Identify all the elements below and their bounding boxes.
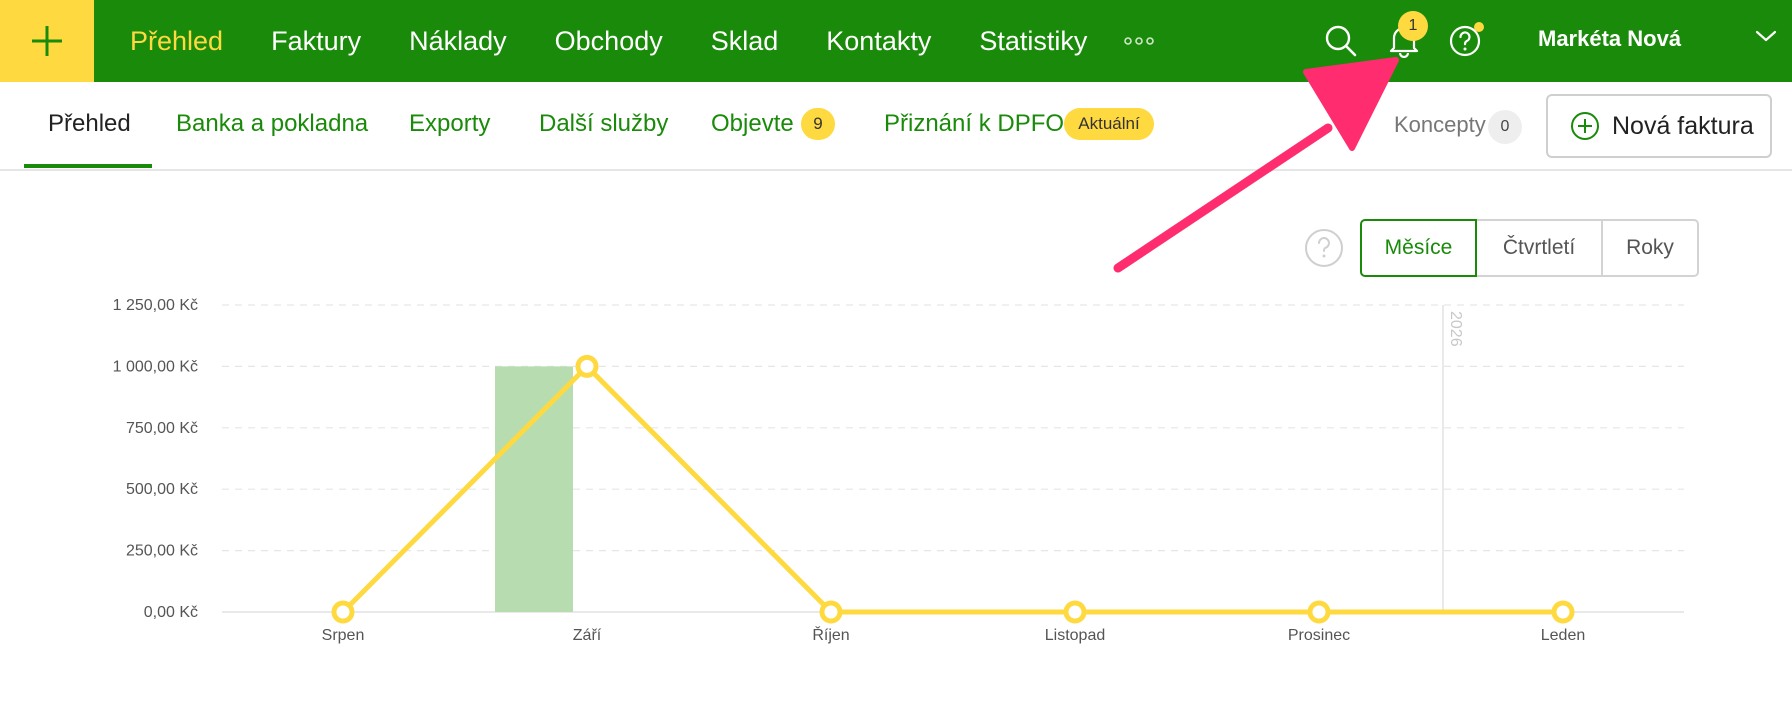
quick-add-button[interactable] bbox=[0, 0, 94, 82]
top-navigation-bar: Přehled Faktury Náklady Obchody Sklad Ko… bbox=[0, 0, 1792, 82]
objevte-count-badge: 9 bbox=[801, 108, 835, 140]
bar bbox=[495, 366, 573, 612]
y-tick-label: 1 000,00 Kč bbox=[113, 358, 198, 375]
x-tick-label: Září bbox=[573, 627, 602, 644]
sub-navigation: Přehled Banka a pokladna Exporty Další s… bbox=[0, 82, 1792, 171]
nav-statistiky[interactable]: Statistiky bbox=[979, 25, 1088, 56]
data-point bbox=[1063, 600, 1087, 624]
active-tab-indicator bbox=[24, 164, 152, 168]
period-roky[interactable]: Roky bbox=[1601, 219, 1699, 277]
period-mesice[interactable]: Měsíce bbox=[1360, 219, 1477, 277]
data-point bbox=[1551, 600, 1575, 624]
data-point bbox=[575, 354, 599, 378]
plus-icon bbox=[32, 26, 62, 56]
y-tick-label: 500,00 Kč bbox=[126, 481, 198, 498]
y-tick-label: 250,00 Kč bbox=[126, 543, 198, 560]
nav-sklad[interactable]: Sklad bbox=[710, 25, 779, 56]
series-line bbox=[340, 363, 1566, 615]
y-tick-label: 1 250,00 Kč bbox=[113, 297, 198, 314]
nav-obchody[interactable]: Obchody bbox=[554, 25, 663, 56]
data-point bbox=[1307, 600, 1331, 624]
new-invoice-button[interactable]: Nová faktura bbox=[1546, 94, 1772, 158]
tab-objevte[interactable]: Objevte bbox=[711, 110, 794, 137]
nav-naklady[interactable]: Náklady bbox=[409, 25, 507, 56]
data-point bbox=[819, 600, 843, 624]
data-point bbox=[331, 600, 355, 624]
tab-dalsi-sluzby[interactable]: Další služby bbox=[539, 110, 669, 137]
nav-faktury[interactable]: Faktury bbox=[271, 25, 362, 56]
dpfo-status-badge: Aktuální bbox=[1064, 108, 1154, 140]
chevron-down-icon[interactable] bbox=[1754, 28, 1778, 44]
x-tick-label: Leden bbox=[1541, 627, 1586, 644]
period-ctvrtleti[interactable]: Čtvrtletí bbox=[1475, 219, 1603, 277]
plus-circle-icon bbox=[1571, 112, 1599, 140]
x-tick-label: Říjen bbox=[812, 625, 849, 644]
y-tick-label: 750,00 Kč bbox=[126, 420, 198, 437]
x-tick-label: Prosinec bbox=[1288, 627, 1350, 644]
nav-kontakty[interactable]: Kontakty bbox=[826, 25, 932, 56]
koncepty-link[interactable]: Koncepty bbox=[1394, 112, 1486, 137]
tab-banka-a-pokladna[interactable]: Banka a pokladna bbox=[176, 110, 369, 137]
nav-prehled[interactable]: Přehled bbox=[130, 25, 224, 56]
tab-prehled[interactable]: Přehled bbox=[48, 110, 131, 137]
revenue-chart: 0,00 Kč 250,00 Kč 500,00 Kč 750,00 Kč 1 000,… bbox=[113, 297, 1684, 644]
chart-help-icon[interactable] bbox=[1304, 228, 1344, 268]
search-icon[interactable] bbox=[1324, 24, 1358, 58]
x-tick-label: Listopad bbox=[1045, 627, 1106, 644]
year-label: 2026 bbox=[1447, 311, 1464, 347]
new-invoice-label: Nová faktura bbox=[1612, 111, 1754, 140]
x-tick-label: Srpen bbox=[322, 627, 365, 644]
main-nav: Přehled Faktury Náklady Obchody Sklad Ko… bbox=[130, 0, 1135, 82]
user-name[interactable]: Markéta Nová bbox=[1538, 26, 1682, 51]
tab-exporty[interactable]: Exporty bbox=[409, 110, 491, 137]
tab-priznani-k-dpfo[interactable]: Přiznání k DPFO bbox=[884, 110, 1065, 137]
koncepty-count-badge: 0 bbox=[1488, 110, 1522, 144]
help-icon[interactable] bbox=[1448, 22, 1488, 58]
y-tick-label: 0,00 Kč bbox=[144, 604, 198, 621]
notification-badge: 1 bbox=[1398, 11, 1428, 41]
more-icon[interactable] bbox=[1124, 36, 1154, 46]
